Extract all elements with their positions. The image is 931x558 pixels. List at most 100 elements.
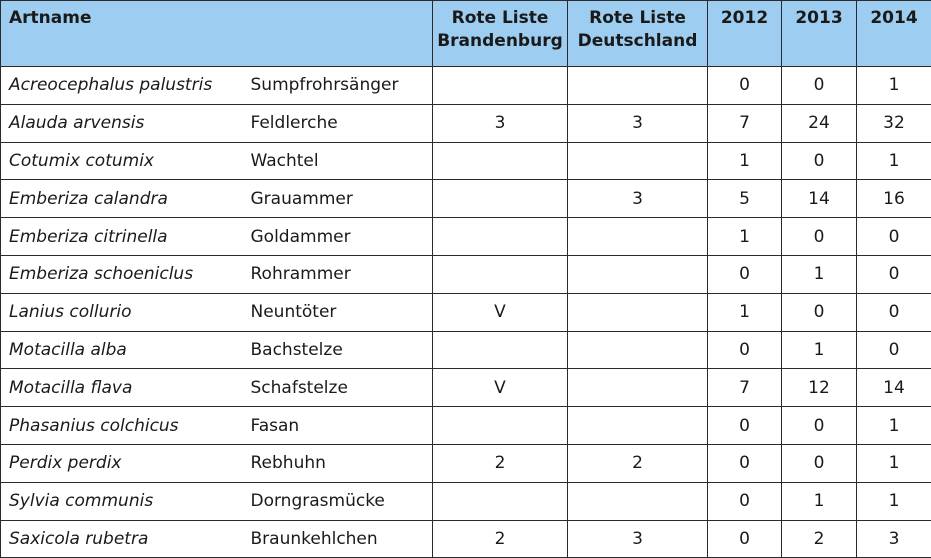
header-year-2013: 2013 — [781, 0, 857, 67]
header-rl-bb-line2: Brandenburg — [437, 31, 563, 51]
cell-rote-liste-deutschland: 3 — [567, 103, 708, 143]
cell-count-2014: 1 — [856, 141, 931, 181]
cell-rote-liste-deutschland — [567, 406, 708, 445]
table-row: Sylvia communis Dorngrasmücke 0 1 1 — [0, 481, 931, 521]
cell-count-2014: 0 — [856, 330, 931, 370]
cell-count-2014: 16 — [856, 179, 931, 219]
cell-latin-name: Acreocephalus palustris — [0, 66, 243, 105]
cell-count-2012: 0 — [707, 406, 782, 445]
table-row: Phasanius colchicus Fasan 0 0 1 — [0, 406, 931, 445]
cell-common-name: Rebhuhn — [242, 443, 433, 483]
cell-count-2013: 0 — [781, 443, 857, 483]
header-row: Artname Rote Liste Brandenburg Rote List… — [0, 0, 931, 67]
cell-latin-name: Motacilla flava — [0, 368, 243, 408]
cell-count-2012: 1 — [707, 292, 782, 332]
cell-count-2014: 3 — [856, 519, 931, 558]
cell-common-name: Schafstelze — [242, 368, 433, 408]
cell-rote-liste-deutschland — [567, 141, 708, 181]
cell-common-name: Dorngrasmücke — [242, 481, 433, 521]
cell-count-2012: 7 — [707, 103, 782, 143]
table-row: Cotumix cotumix Wachtel 1 0 1 — [0, 141, 931, 181]
cell-latin-name: Motacilla alba — [0, 330, 243, 370]
header-artname: Artname — [0, 0, 243, 67]
cell-common-name: Neuntöter — [242, 292, 433, 332]
cell-count-2013: 0 — [781, 141, 857, 181]
cell-latin-name: Emberiza calandra — [0, 179, 243, 219]
cell-count-2012: 0 — [707, 254, 782, 294]
cell-latin-name: Sylvia communis — [0, 481, 243, 521]
cell-count-2014: 0 — [856, 254, 931, 294]
cell-common-name: Sumpfrohrsänger — [242, 66, 433, 105]
cell-common-name: Grauammer — [242, 179, 433, 219]
cell-count-2013: 1 — [781, 254, 857, 294]
cell-rote-liste-brandenburg: 3 — [432, 103, 568, 143]
cell-count-2014: 1 — [856, 66, 931, 105]
cell-count-2012: 0 — [707, 481, 782, 521]
cell-count-2012: 0 — [707, 66, 782, 105]
cell-count-2014: 0 — [856, 217, 931, 256]
header-rl-de-line2: Deutschland — [577, 31, 698, 51]
cell-latin-name: Perdix perdix — [0, 443, 243, 483]
table-row: Alauda arvensis Feldlerche 3 3 7 24 32 — [0, 103, 931, 143]
cell-rote-liste-deutschland — [567, 254, 708, 294]
cell-rote-liste-deutschland: 3 — [567, 519, 708, 558]
cell-latin-name: Alauda arvensis — [0, 103, 243, 143]
cell-rote-liste-brandenburg — [432, 66, 568, 105]
table-row: Perdix perdix Rebhuhn 2 2 0 0 1 — [0, 443, 931, 483]
cell-count-2013: 0 — [781, 406, 857, 445]
table-row: Motacilla alba Bachstelze 0 1 0 — [0, 330, 931, 370]
cell-rote-liste-deutschland — [567, 481, 708, 521]
cell-latin-name: Cotumix cotumix — [0, 141, 243, 181]
cell-count-2013: 12 — [781, 368, 857, 408]
cell-rote-liste-brandenburg — [432, 330, 568, 370]
cell-count-2012: 1 — [707, 217, 782, 256]
cell-common-name: Rohrammer — [242, 254, 433, 294]
cell-count-2012: 0 — [707, 443, 782, 483]
cell-common-name: Braunkehlchen — [242, 519, 433, 558]
header-rote-liste-deutschland: Rote Liste Deutschland — [567, 0, 708, 67]
cell-count-2014: 0 — [856, 292, 931, 332]
cell-count-2013: 2 — [781, 519, 857, 558]
cell-count-2012: 5 — [707, 179, 782, 219]
cell-count-2013: 1 — [781, 330, 857, 370]
cell-rote-liste-brandenburg — [432, 481, 568, 521]
cell-rote-liste-brandenburg — [432, 406, 568, 445]
table-row: Acreocephalus palustris Sumpfrohrsänger 0 0… — [0, 66, 931, 105]
cell-rote-liste-deutschland — [567, 368, 708, 408]
cell-count-2013: 24 — [781, 103, 857, 143]
cell-latin-name: Saxicola rubetra — [0, 519, 243, 558]
cell-rote-liste-deutschland — [567, 292, 708, 332]
cell-rote-liste-brandenburg — [432, 179, 568, 219]
table-row: Lanius collurio Neuntöter V 1 0 0 — [0, 292, 931, 332]
cell-count-2013: 0 — [781, 292, 857, 332]
cell-count-2013: 1 — [781, 481, 857, 521]
cell-rote-liste-deutschland — [567, 66, 708, 105]
table-header: Artname Rote Liste Brandenburg Rote List… — [0, 0, 931, 67]
table-row: Emberiza schoeniclus Rohrammer 0 1 0 — [0, 254, 931, 294]
cell-count-2013: 0 — [781, 217, 857, 256]
cell-count-2014: 1 — [856, 443, 931, 483]
header-year-2014: 2014 — [856, 0, 931, 67]
cell-common-name: Bachstelze — [242, 330, 433, 370]
cell-rote-liste-deutschland: 2 — [567, 443, 708, 483]
table-row: Emberiza citrinella Goldammer 1 0 0 — [0, 217, 931, 256]
cell-rote-liste-deutschland — [567, 330, 708, 370]
cell-count-2012: 0 — [707, 519, 782, 558]
table-row: Emberiza calandra Grauammer 3 5 14 16 — [0, 179, 931, 219]
cell-latin-name: Emberiza schoeniclus — [0, 254, 243, 294]
cell-rote-liste-deutschland — [567, 217, 708, 256]
cell-rote-liste-brandenburg: V — [432, 292, 568, 332]
cell-count-2013: 0 — [781, 66, 857, 105]
cell-rote-liste-brandenburg — [432, 217, 568, 256]
cell-rote-liste-brandenburg: V — [432, 368, 568, 408]
cell-common-name: Fasan — [242, 406, 433, 445]
cell-count-2012: 1 — [707, 141, 782, 181]
cell-rote-liste-deutschland: 3 — [567, 179, 708, 219]
cell-rote-liste-brandenburg — [432, 254, 568, 294]
cell-common-name: Feldlerche — [242, 103, 433, 143]
cell-rote-liste-brandenburg: 2 — [432, 519, 568, 558]
cell-count-2013: 14 — [781, 179, 857, 219]
cell-common-name: Wachtel — [242, 141, 433, 181]
cell-count-2014: 1 — [856, 481, 931, 521]
